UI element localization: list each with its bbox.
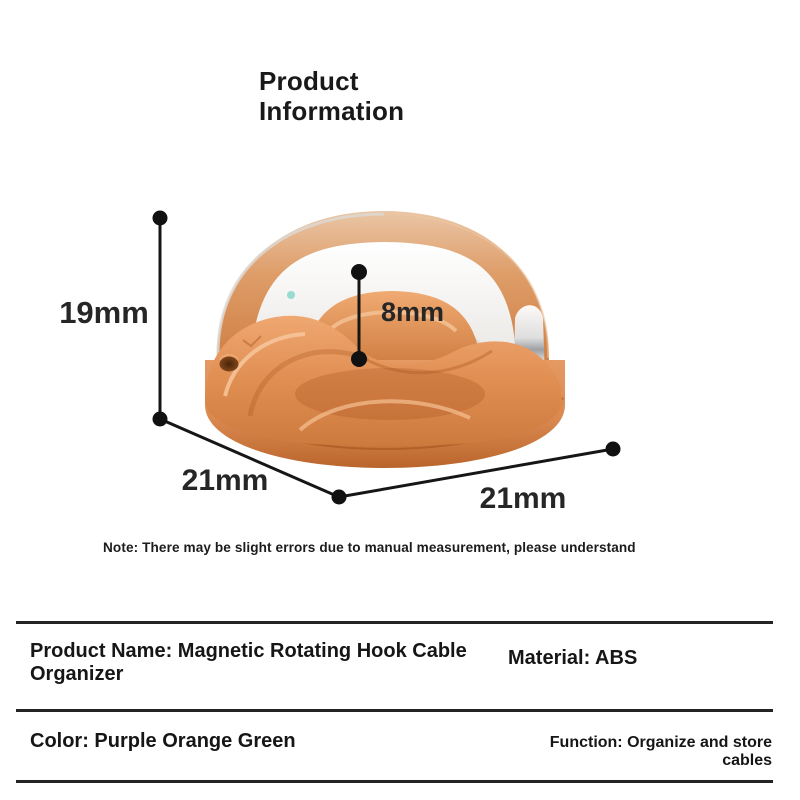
dim-height-label: 19mm [59,295,149,330]
spec-material: Material: ABS [508,647,638,669]
spec-color: Color: Purple Orange Green [30,730,296,752]
table-divider-top [16,621,773,624]
measurement-note: Note: There may be slight errors due to … [103,540,636,555]
dim-depth-label: 21mm [182,464,269,497]
dim-hook-depth-label: 8mm [381,297,444,327]
spec-function: Function: Organize and store cables [549,734,772,769]
side-hole [219,353,239,372]
product-body [205,315,562,446]
dimension-dots [152,210,621,505]
green-accent [287,291,295,299]
table-divider-middle [16,709,773,712]
dim-width-label: 21mm [480,482,567,515]
table-divider-bottom [16,780,773,783]
page-title: Product Information [259,66,405,127]
spec-product-name: Product Name: Magnetic Rotating Hook Cab… [30,640,467,686]
dimension-lines [158,218,614,499]
